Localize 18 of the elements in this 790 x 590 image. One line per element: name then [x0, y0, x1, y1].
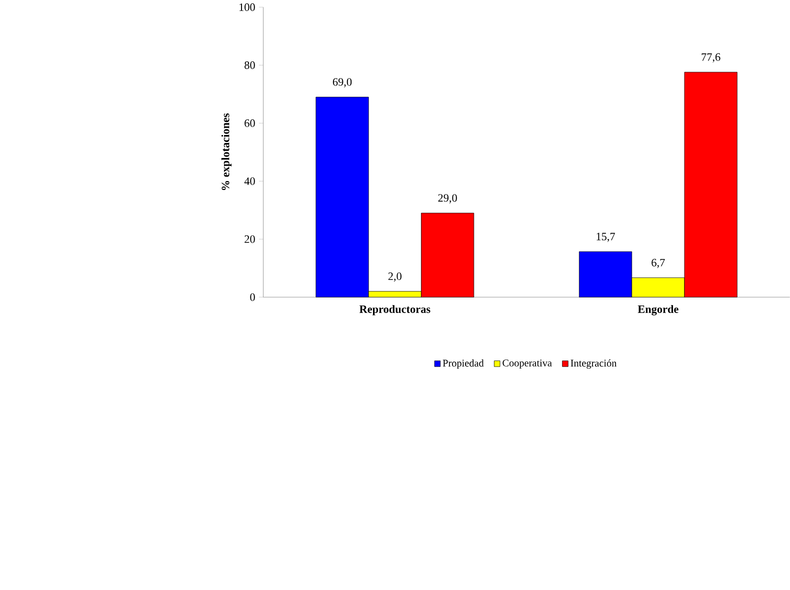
data-label: 77,6 — [702, 53, 720, 62]
legend-label: Cooperativa — [502, 360, 552, 368]
data-label: 69,0 — [332, 78, 352, 88]
data-label: 2,0 — [388, 272, 402, 282]
y-tick-label: 20 — [244, 235, 255, 243]
legend-label: Integración — [570, 359, 617, 369]
y-tick-label: 80 — [244, 61, 255, 69]
data-label: 6,7 — [652, 258, 665, 268]
y-axis-title: % explotaciones — [221, 113, 232, 190]
legend-label: Propiedad — [442, 359, 484, 369]
data-label: 15,7 — [596, 232, 615, 242]
y-tick-label: 100 — [240, 3, 255, 11]
y-tick-label: 40 — [244, 177, 255, 185]
x-tick-label: Engorde — [638, 305, 678, 316]
y-tick-label: 0 — [250, 293, 255, 301]
data-label: 29,0 — [438, 194, 457, 204]
x-tick-label: Reproductoras — [359, 305, 430, 316]
y-tick-label: 60 — [244, 119, 255, 127]
